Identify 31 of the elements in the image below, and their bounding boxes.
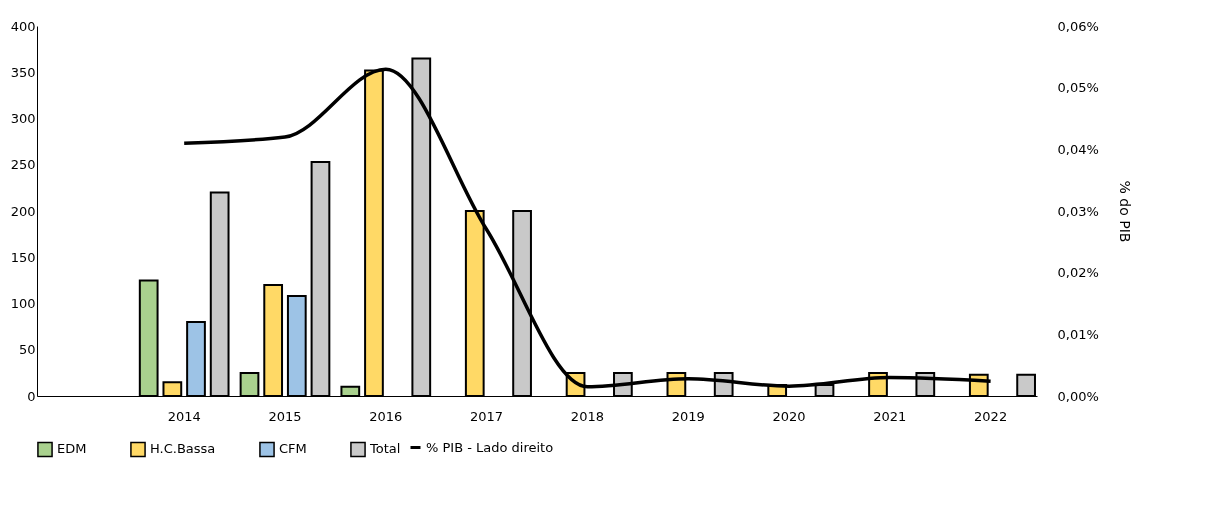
y2-tick-label: 0,05% bbox=[1057, 80, 1099, 96]
y2-axis-title: % do PIB bbox=[1116, 180, 1133, 243]
y-tick-label: 250 bbox=[10, 157, 36, 173]
y-tick-label: 300 bbox=[10, 111, 36, 126]
x-tick-label: 2017 bbox=[470, 408, 504, 424]
legend-label: CFM bbox=[279, 441, 307, 457]
y2-tick-label: 0,01% bbox=[1057, 326, 1099, 342]
legend-label: EDM bbox=[57, 441, 87, 457]
x-tick-label: 2020 bbox=[772, 408, 806, 424]
y-tick-label: 150 bbox=[10, 249, 36, 265]
legend-label: H.C.Bassa bbox=[150, 441, 216, 457]
y-tick-label: 50 bbox=[18, 342, 36, 358]
y-tick-label: 0 bbox=[27, 388, 36, 404]
y-tick-label: 400 bbox=[10, 18, 36, 34]
x-tick-label: 2018 bbox=[570, 408, 604, 424]
y-tick-label: 350 bbox=[10, 64, 36, 80]
legend-label: Total bbox=[369, 441, 401, 457]
x-tick-label: 2015 bbox=[268, 408, 302, 424]
x-tick-label: 2016 bbox=[369, 408, 403, 424]
x-tick-label: 2014 bbox=[167, 408, 201, 424]
y2-tick-label: 0,03% bbox=[1057, 203, 1099, 219]
y2-tick-label: 0,04% bbox=[1057, 141, 1099, 157]
y2-tick-label: 0,06% bbox=[1057, 18, 1099, 34]
legend-label: % PIB - Lado direito bbox=[426, 439, 554, 455]
y-tick-label: 200 bbox=[10, 203, 36, 219]
x-tick-label: 2019 bbox=[671, 408, 705, 424]
y2-tick-label: 0,00% bbox=[1057, 388, 1099, 404]
y2-tick-label: 0,02% bbox=[1057, 265, 1099, 281]
x-tick-label: 2022 bbox=[974, 408, 1008, 424]
x-tick-label: 2021 bbox=[873, 408, 907, 424]
y-tick-label: 100 bbox=[10, 296, 36, 311]
